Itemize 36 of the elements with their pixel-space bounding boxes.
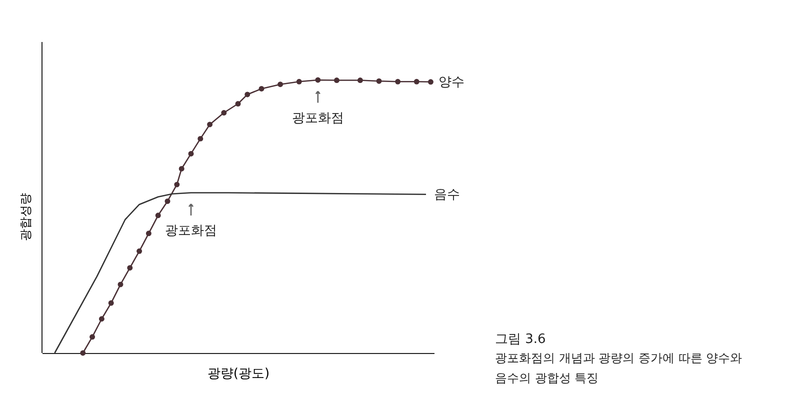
point bbox=[98, 316, 104, 322]
point bbox=[80, 350, 86, 356]
point bbox=[395, 78, 401, 84]
point bbox=[90, 334, 96, 340]
point bbox=[178, 166, 184, 172]
point bbox=[108, 300, 114, 306]
y-axis-title: 광합성량 bbox=[18, 193, 32, 241]
point bbox=[315, 77, 321, 83]
point bbox=[296, 78, 302, 84]
series-label: 양수 bbox=[438, 74, 465, 90]
point bbox=[334, 78, 340, 84]
series-label: 음수 bbox=[434, 187, 460, 202]
point bbox=[155, 212, 161, 218]
point bbox=[188, 150, 194, 156]
x-axis-title: 광량(광도) bbox=[207, 366, 270, 382]
annotation: 광포화점 bbox=[292, 111, 344, 126]
point bbox=[235, 101, 241, 106]
text: 광포화점의 개념과 광량의 증가에 따른 양수와 음수의 광합성 특징 bbox=[495, 351, 742, 385]
point bbox=[357, 78, 363, 84]
point bbox=[258, 86, 264, 92]
point bbox=[146, 230, 152, 236]
point bbox=[414, 78, 420, 84]
point bbox=[198, 136, 204, 142]
point bbox=[428, 79, 434, 85]
annotation: 광포화점 bbox=[165, 224, 217, 239]
point bbox=[127, 265, 133, 271]
point bbox=[221, 110, 227, 116]
point bbox=[278, 82, 284, 88]
point bbox=[136, 248, 142, 254]
point bbox=[164, 198, 170, 204]
point bbox=[376, 78, 382, 84]
caption: 그림 3.6 bbox=[495, 332, 546, 347]
point bbox=[244, 92, 250, 98]
point bbox=[207, 122, 213, 128]
point bbox=[118, 282, 124, 288]
point bbox=[174, 182, 180, 188]
